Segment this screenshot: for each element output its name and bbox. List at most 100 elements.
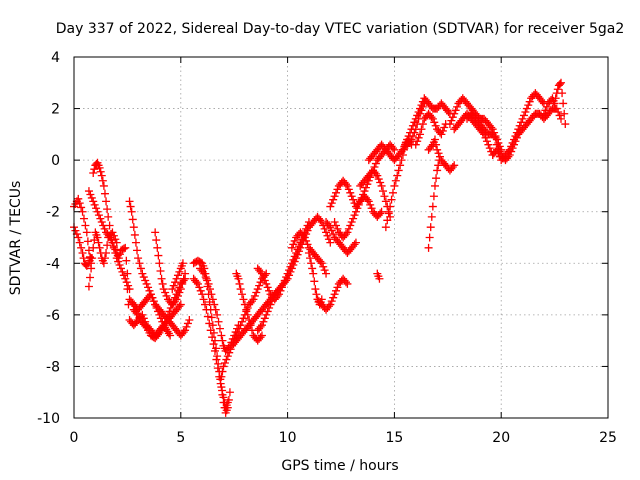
data-point bbox=[259, 317, 268, 326]
data-point bbox=[560, 109, 569, 118]
data-point bbox=[172, 274, 181, 283]
data-point bbox=[121, 274, 130, 283]
data-point bbox=[209, 340, 218, 349]
data-point bbox=[152, 236, 161, 245]
data-point bbox=[104, 231, 113, 240]
data-point bbox=[242, 305, 251, 314]
data-point bbox=[326, 223, 335, 232]
data-point bbox=[326, 238, 335, 247]
data-point bbox=[349, 214, 358, 223]
data-point bbox=[158, 279, 167, 288]
data-point bbox=[329, 230, 338, 239]
data-point bbox=[306, 254, 315, 263]
data-point bbox=[257, 269, 266, 278]
data-point bbox=[361, 183, 370, 192]
data-point bbox=[95, 243, 104, 252]
x-tick-label: 15 bbox=[385, 430, 403, 446]
data-point bbox=[182, 322, 191, 331]
data-point bbox=[319, 262, 328, 271]
data-point bbox=[294, 247, 303, 256]
data-point bbox=[198, 267, 207, 276]
data-point bbox=[103, 205, 112, 214]
data-point bbox=[161, 317, 170, 326]
data-point bbox=[234, 274, 243, 283]
data-point bbox=[173, 291, 182, 300]
data-point bbox=[430, 181, 439, 190]
data-point bbox=[351, 238, 360, 247]
data-point bbox=[225, 348, 234, 357]
data-point bbox=[450, 161, 459, 170]
data-point bbox=[94, 238, 103, 247]
data-point bbox=[391, 176, 400, 185]
data-point bbox=[129, 223, 138, 232]
data-point bbox=[84, 187, 93, 196]
data-point bbox=[433, 166, 442, 175]
data-point bbox=[384, 209, 393, 218]
data-point bbox=[213, 310, 222, 319]
data-point bbox=[95, 163, 104, 172]
data-point bbox=[121, 243, 130, 252]
data-point bbox=[213, 364, 222, 373]
data-point bbox=[208, 321, 217, 330]
data-point bbox=[108, 238, 117, 247]
data-point bbox=[207, 313, 216, 322]
data-point bbox=[203, 312, 212, 321]
data-point bbox=[407, 125, 416, 134]
data-point bbox=[196, 286, 205, 295]
data-point bbox=[223, 352, 232, 361]
data-point bbox=[130, 230, 139, 239]
data-point bbox=[176, 285, 185, 294]
data-point bbox=[257, 321, 266, 330]
series-39 bbox=[539, 78, 570, 129]
data-point bbox=[353, 204, 362, 213]
data-point bbox=[74, 233, 83, 242]
data-point bbox=[175, 267, 184, 276]
data-point bbox=[97, 171, 106, 180]
data-point bbox=[260, 276, 269, 285]
data-point bbox=[118, 267, 127, 276]
data-point bbox=[148, 293, 157, 302]
data-point bbox=[175, 288, 184, 297]
data-point bbox=[482, 137, 491, 146]
data-point bbox=[427, 142, 436, 151]
data-point bbox=[554, 108, 563, 117]
data-point bbox=[208, 295, 217, 304]
data-point bbox=[289, 261, 298, 270]
data-point bbox=[410, 118, 419, 127]
data-point bbox=[161, 288, 170, 297]
series-27 bbox=[373, 269, 384, 283]
y-tick-label: 4 bbox=[51, 50, 60, 66]
data-point bbox=[162, 314, 171, 323]
data-point bbox=[316, 216, 325, 225]
data-point bbox=[255, 281, 264, 290]
data-point bbox=[256, 333, 265, 342]
data-point bbox=[312, 290, 321, 299]
data-point bbox=[320, 224, 329, 233]
data-point bbox=[236, 321, 245, 330]
data-point bbox=[93, 233, 102, 242]
data-point bbox=[178, 259, 187, 268]
data-point bbox=[434, 161, 443, 170]
data-point bbox=[97, 218, 106, 227]
data-point bbox=[324, 221, 333, 230]
data-point bbox=[557, 114, 566, 123]
data-point bbox=[216, 379, 225, 388]
data-point bbox=[257, 331, 266, 340]
data-point bbox=[238, 290, 247, 299]
data-point bbox=[329, 293, 338, 302]
data-point bbox=[299, 231, 308, 240]
data-point bbox=[218, 386, 227, 395]
data-point bbox=[541, 106, 550, 115]
data-point bbox=[262, 310, 271, 319]
data-point bbox=[122, 278, 131, 287]
data-point bbox=[88, 254, 97, 263]
data-point bbox=[135, 259, 144, 268]
data-point bbox=[78, 248, 87, 257]
data-point bbox=[75, 199, 84, 208]
data-point bbox=[217, 331, 226, 340]
data-point bbox=[525, 97, 534, 106]
data-point bbox=[347, 218, 356, 227]
data-point bbox=[427, 113, 436, 122]
data-point bbox=[210, 346, 219, 355]
x-tick-label: 0 bbox=[70, 430, 79, 446]
